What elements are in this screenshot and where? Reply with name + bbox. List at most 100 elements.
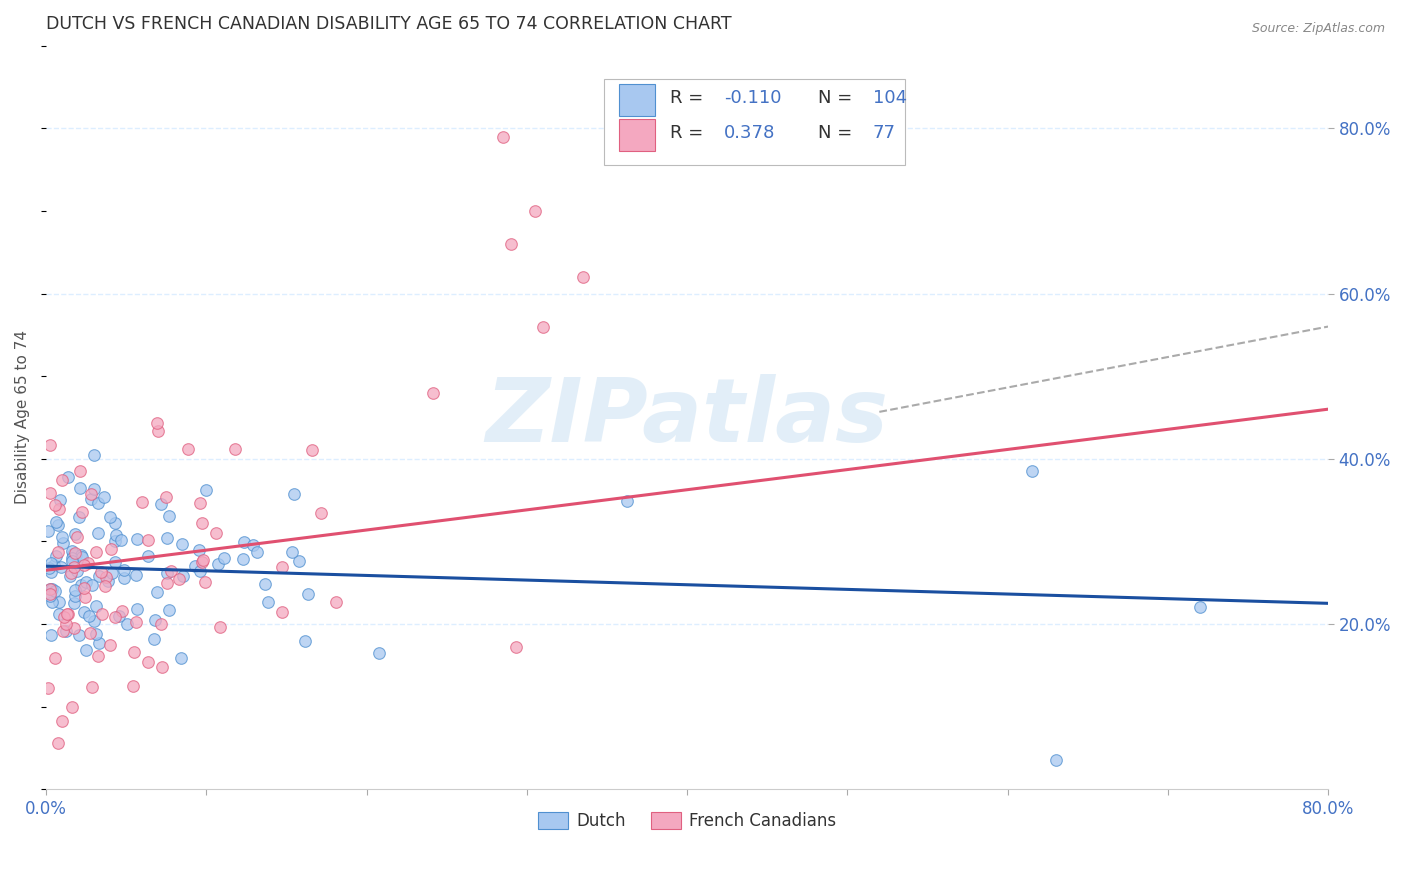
Dutch (170, 537, 193, 551)
French Canadians (44, 651, 66, 665)
Dutch (62, 554, 84, 568)
French Canadians (160, 564, 183, 578)
Dutch (38, 560, 60, 574)
Dutch (104, 516, 127, 530)
Dutch (62, 547, 84, 561)
Text: ZIPatlas: ZIPatlas (485, 374, 889, 461)
French Canadians (156, 575, 179, 590)
Dutch (63, 589, 86, 603)
Dutch (256, 595, 278, 609)
Dutch (136, 549, 159, 564)
Dutch (63, 582, 86, 597)
French Canadians (94, 579, 117, 593)
Dutch (1188, 600, 1211, 615)
French Canadians (325, 595, 347, 609)
Dutch (233, 534, 256, 549)
French Canadians (56, 607, 79, 621)
Dutch (188, 564, 211, 578)
French Canadians (149, 617, 172, 632)
Dutch (184, 558, 207, 573)
French Canadians (44, 498, 66, 512)
Dutch (59, 569, 82, 583)
Dutch (294, 633, 316, 648)
Dutch (142, 632, 165, 646)
Dutch (110, 533, 132, 547)
French Canadians (104, 610, 127, 624)
Dutch (83, 448, 105, 462)
Dutch (46, 518, 69, 533)
Dutch (159, 602, 181, 616)
Dutch (69, 481, 91, 495)
French Canadians (100, 541, 122, 556)
Dutch (112, 562, 135, 576)
French Canadians (73, 558, 96, 572)
Dutch (281, 544, 304, 558)
French Canadians (309, 506, 332, 520)
French Canadians (80, 681, 103, 695)
French Canadians (499, 236, 522, 251)
Dutch (115, 616, 138, 631)
Dutch (107, 608, 129, 623)
French Canadians (271, 605, 294, 619)
French Canadians (51, 473, 73, 487)
Dutch (75, 575, 97, 590)
French Canadians (79, 625, 101, 640)
French Canadians (79, 487, 101, 501)
French Canadians (125, 615, 148, 629)
Dutch (616, 494, 638, 508)
French Canadians (70, 505, 93, 519)
Dutch (98, 510, 121, 524)
French Canadians (191, 556, 214, 570)
French Canadians (76, 556, 98, 570)
Dutch (86, 496, 108, 510)
Dutch (367, 646, 389, 660)
Dutch (97, 574, 120, 588)
French Canadians (63, 559, 86, 574)
French Canadians (52, 610, 75, 624)
Dutch (41, 556, 63, 570)
Dutch (80, 492, 103, 507)
Dutch (39, 628, 62, 642)
Dutch (45, 549, 67, 563)
Dutch (48, 607, 70, 621)
Text: 104: 104 (873, 89, 907, 107)
French Canadians (111, 605, 134, 619)
Dutch (60, 550, 83, 565)
French Canadians (55, 617, 77, 632)
French Canadians (122, 679, 145, 693)
Dutch (39, 565, 62, 579)
Dutch (70, 550, 93, 565)
Y-axis label: Disability Age 65 to 74: Disability Age 65 to 74 (15, 330, 30, 505)
French Canadians (51, 714, 73, 729)
French Canadians (37, 681, 59, 695)
French Canadians (492, 129, 515, 144)
French Canadians (63, 546, 86, 560)
Dutch (170, 651, 193, 665)
Dutch (83, 614, 105, 628)
Dutch (104, 534, 127, 549)
French Canadians (191, 553, 214, 567)
Dutch (172, 569, 194, 583)
French Canadians (505, 640, 527, 654)
Dutch (127, 532, 149, 546)
French Canadians (60, 700, 83, 714)
French Canadians (301, 443, 323, 458)
Dutch (1045, 753, 1067, 767)
French Canadians (52, 624, 75, 638)
Dutch (194, 483, 217, 497)
French Canadians (136, 655, 159, 669)
Dutch (93, 490, 115, 504)
Dutch (63, 526, 86, 541)
Dutch (56, 469, 79, 483)
Dutch (84, 599, 107, 613)
French Canadians (136, 533, 159, 547)
French Canadians (531, 319, 554, 334)
Dutch (67, 510, 90, 524)
Dutch (80, 578, 103, 592)
Dutch (84, 626, 107, 640)
Dutch (145, 584, 167, 599)
Dutch (212, 551, 235, 566)
French Canadians (94, 570, 117, 584)
Dutch (283, 487, 305, 501)
Dutch (112, 571, 135, 585)
